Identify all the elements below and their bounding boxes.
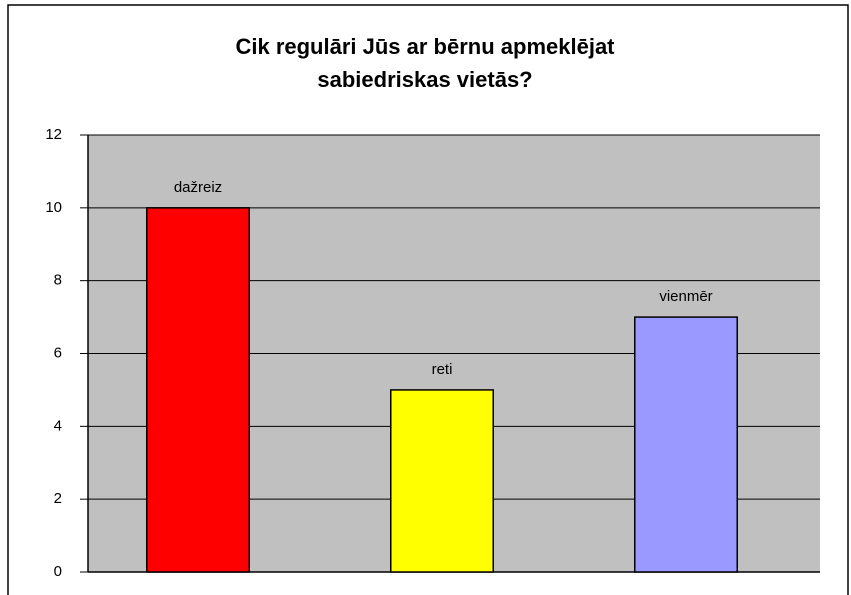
y-tick-label: 6: [54, 344, 62, 361]
y-tick-label: 2: [54, 490, 62, 507]
chart-border: [7, 4, 849, 595]
bar: [634, 316, 738, 573]
y-tick-label: 4: [54, 417, 62, 434]
chart-title: Cik regulāri Jūs ar bērnu apmeklējat sab…: [235, 34, 615, 92]
bar: [146, 207, 250, 573]
y-tick-label: 8: [54, 272, 62, 289]
y-tick-label: 10: [45, 199, 62, 216]
data-label: reti: [432, 361, 453, 378]
data-label: dažreiz: [174, 179, 222, 196]
y-tick-label: 12: [45, 126, 62, 143]
data-label: vienmēr: [659, 288, 712, 305]
bar: [390, 389, 494, 573]
y-tick-label: 0: [54, 563, 62, 580]
